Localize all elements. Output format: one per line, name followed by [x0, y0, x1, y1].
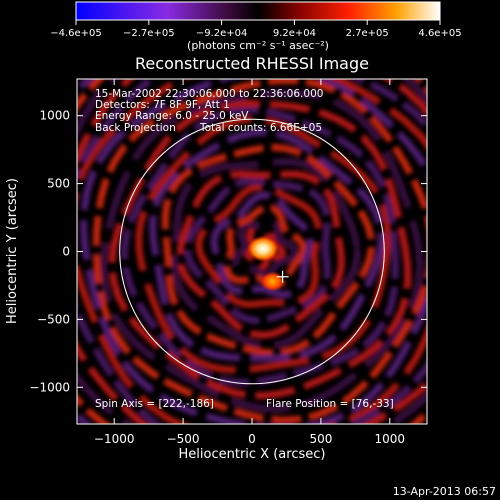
heatmap-ring [92, 79, 427, 424]
heatmap-ring [99, 89, 424, 413]
colorbar-tick-label: 4.6e+05 [418, 28, 461, 39]
x-tick-label: −500 [167, 432, 200, 446]
colorbar-unit-label: (photons cm⁻² s⁻¹ asec⁻²) [187, 39, 329, 52]
x-tick-label: 0 [248, 432, 256, 446]
heatmap-ring [210, 191, 314, 299]
heatmap-ring [195, 183, 322, 308]
colorbar-tick-label: −9.2e+04 [196, 28, 248, 39]
colorbar-ticks [75, 20, 441, 25]
x-axis-tick-labels: −1000 −500 0 500 1000 [94, 432, 405, 446]
heatmap-ring [183, 177, 331, 324]
y-axis-ticks [77, 115, 427, 388]
heatmap-ring [135, 115, 392, 374]
heatmap-ring [120, 106, 399, 386]
y-tick-label: 500 [47, 177, 70, 191]
colorbar-tick-label: −4.6e+05 [50, 28, 102, 39]
footer-timestamp: 13-Apr-2013 06:57 [393, 485, 496, 498]
heatmap-source [247, 235, 280, 262]
annotation-time-range: 15-Mar-2002 22:30:06.000 to 22:36:06.000 [95, 88, 323, 100]
colorbar-tick-label: 9.2e+04 [273, 28, 316, 39]
annotation-spin-axis: Spin Axis = [222,-186] [95, 398, 214, 410]
plot-area: −1000 −500 0 500 1000 −1000 −500 0 500 1000 15-M… [29, 78, 428, 446]
heatmap-ring [108, 99, 412, 400]
y-tick-label: −500 [37, 312, 70, 326]
annotation-energy-range: Energy Range: 6.0 - 25.0 keV [95, 110, 249, 122]
heatmap-ring [232, 218, 299, 279]
x-tick-label: 1000 [375, 432, 406, 446]
x-axis-label: Heliocentric X (arcsec) [179, 447, 326, 462]
heatmap-ring [176, 170, 345, 339]
colorbar: −4.6e+05 −2.7e+05 −9.2e+04 9.2e+04 2.7e+05 4.… [50, 1, 462, 52]
heatmap-ring [161, 143, 375, 357]
heatmap-ring [80, 79, 427, 424]
colorbar-tick-label: −2.7e+05 [123, 28, 175, 39]
x-tick-label: 500 [309, 432, 332, 446]
solar-limb [119, 118, 385, 385]
y-axis-tick-labels: −1000 −500 0 500 1000 [29, 109, 70, 395]
x-tick-label: −1000 [94, 432, 135, 446]
heatmap-ring [149, 128, 386, 362]
y-tick-label: 0 [62, 245, 70, 259]
y-axis-label: Heliocentric Y (arcsec) [5, 178, 20, 324]
heatmap-sources [247, 235, 285, 292]
annotation-detectors: Detectors: 7F 8F 9F, Att 1 [95, 99, 230, 111]
heatmap-ring [77, 79, 427, 424]
heatmap-source [260, 271, 285, 292]
x-axis-ticks [113, 79, 391, 424]
annotation-total-counts: Total counts: 6.66E+05 [199, 122, 322, 134]
annotation-method: Back Projection [95, 122, 176, 134]
heatmap-ring [171, 158, 361, 350]
y-tick-label: 1000 [39, 109, 70, 123]
annotation-flare-position: Flare Position = [76,-33] [266, 398, 394, 410]
y-tick-label: −1000 [29, 380, 70, 394]
chart-title: Reconstructed RHESSI Image [135, 54, 369, 73]
colorbar-gradient [75, 1, 441, 21]
spin-axis-marker [276, 270, 289, 283]
colorbar-tick-labels: −4.6e+05 −2.7e+05 −9.2e+04 9.2e+04 2.7e+05 4.… [50, 28, 461, 39]
colorbar-tick-label: 2.7e+05 [346, 28, 389, 39]
